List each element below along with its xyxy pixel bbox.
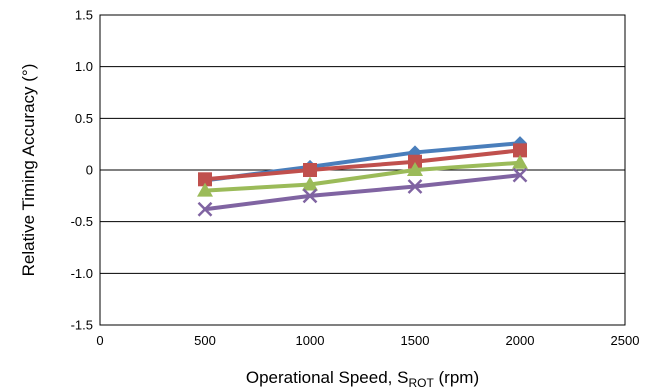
x-tick-label: 2500 (611, 333, 640, 348)
x-axis-title-unit: (rpm) (434, 368, 479, 387)
series-3-point (197, 182, 213, 197)
series-4-x (197, 167, 528, 217)
x-tick-label: 1500 (401, 333, 430, 348)
series-group (197, 136, 528, 217)
y-tick-label: -1.0 (71, 266, 93, 281)
x-tick-labels: 0 500 1000 1500 2000 2500 (96, 333, 639, 348)
y-tick-label: -1.5 (71, 318, 93, 333)
x-axis-title: Operational Speed, SROT (rpm) (246, 368, 479, 390)
series-3-triangle (197, 154, 528, 197)
x-tick-label: 2000 (506, 333, 535, 348)
series-2-line (203, 148, 522, 182)
series-4-point (407, 179, 423, 194)
x-tick-label: 0 (96, 333, 103, 348)
series-2-point (303, 163, 317, 177)
series-2-square (198, 143, 527, 187)
series-3-point (512, 154, 528, 169)
x-tick-label: 500 (194, 333, 216, 348)
series-2-point (408, 154, 422, 169)
y-tick-labels: 1.5 1.0 0.5 0 -0.5 -1.0 -1.5 (71, 8, 93, 333)
y-axis-title: Relative Timing Accuracy (°) (19, 64, 38, 277)
x-tick-label: 1000 (296, 333, 325, 348)
plot-area-frame (99, 14, 626, 326)
series-2-point (513, 143, 527, 158)
x-axis-title-subscript: ROT (408, 376, 434, 390)
series-2-point (198, 172, 212, 187)
x-axis-title-main: Operational Speed, S (246, 368, 409, 387)
y-tick-label: 0.5 (75, 111, 93, 126)
series-3-point (407, 162, 423, 176)
y-tick-label: -0.5 (71, 214, 93, 229)
series-4-line (203, 173, 522, 212)
series-4-point (197, 201, 213, 217)
series-4-point (302, 188, 318, 204)
y-tick-label: 0 (86, 163, 93, 178)
gridlines (100, 14, 625, 326)
series-3-point (302, 176, 318, 191)
y-tick-label: 1.0 (75, 59, 93, 74)
series-3-line (203, 160, 522, 193)
series-4-point (512, 167, 528, 183)
y-tick-label: 1.5 (75, 8, 93, 23)
